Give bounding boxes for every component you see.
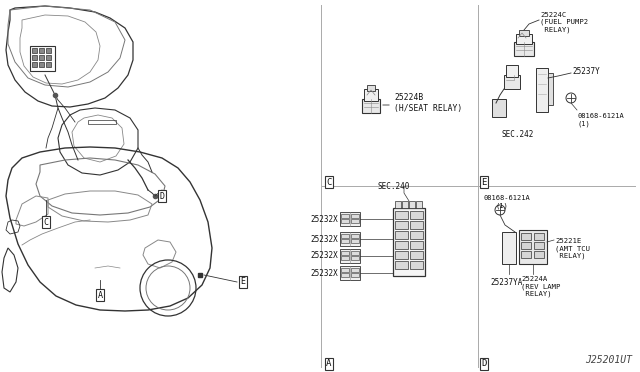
Bar (351, 251, 359, 255)
Bar (32, 55, 37, 60)
Bar (393, 208, 425, 276)
Text: 08168-6121A: 08168-6121A (484, 195, 531, 201)
Bar (514, 42, 534, 56)
Bar (340, 266, 360, 280)
Bar (410, 231, 423, 239)
Text: 25224C
(FUEL PUMP2
 RELAY): 25224C (FUEL PUMP2 RELAY) (540, 12, 588, 32)
Bar (410, 251, 423, 259)
Bar (536, 68, 548, 112)
Text: 25232X: 25232X (310, 251, 338, 260)
Bar (32, 48, 37, 53)
Bar (341, 214, 349, 218)
Bar (351, 268, 359, 272)
Bar (416, 201, 422, 208)
Bar (395, 221, 408, 229)
Bar (395, 241, 408, 249)
Bar (367, 85, 375, 91)
Bar (395, 231, 408, 239)
Text: SEC.240: SEC.240 (378, 182, 410, 190)
Circle shape (495, 205, 505, 215)
Bar (395, 261, 408, 269)
Bar (519, 30, 529, 36)
Bar (410, 221, 423, 229)
Text: A: A (97, 291, 102, 299)
Bar (410, 261, 423, 269)
Text: 25232X: 25232X (310, 234, 338, 244)
Bar (410, 211, 423, 219)
Text: 25232X: 25232X (310, 215, 338, 224)
Bar (46, 48, 51, 53)
Text: 25224B
(H/SEAT RELAY): 25224B (H/SEAT RELAY) (394, 93, 462, 113)
Bar (521, 251, 531, 258)
Bar (340, 249, 360, 263)
Text: 08168-6121A
(1): 08168-6121A (1) (578, 113, 625, 126)
Bar (341, 268, 349, 272)
Bar (30, 46, 55, 71)
Text: 25237YA: 25237YA (490, 278, 522, 287)
Bar (519, 230, 547, 264)
Bar (395, 251, 408, 259)
Bar (341, 239, 349, 243)
Text: D: D (159, 192, 164, 201)
Bar (534, 233, 544, 240)
Text: 25237Y: 25237Y (572, 67, 600, 76)
Text: (1): (1) (496, 203, 509, 209)
Text: 25221E
(AMT TCU
 RELAY): 25221E (AMT TCU RELAY) (555, 238, 590, 259)
Text: D: D (481, 359, 486, 369)
Bar (341, 219, 349, 223)
Bar (534, 242, 544, 249)
Text: 25224A
(REV LAMP
 RELAY): 25224A (REV LAMP RELAY) (521, 276, 561, 297)
Bar (341, 234, 349, 238)
Bar (341, 256, 349, 260)
Bar (521, 242, 531, 249)
Text: C: C (44, 218, 49, 227)
Bar (402, 201, 408, 208)
Text: E: E (241, 278, 246, 286)
Bar (521, 233, 531, 240)
Bar (32, 62, 37, 67)
Bar (534, 251, 544, 258)
Bar (39, 48, 44, 53)
Text: 25232X: 25232X (310, 269, 338, 278)
Bar (492, 99, 506, 117)
Bar (506, 65, 518, 77)
Bar (340, 232, 360, 246)
Bar (362, 99, 380, 113)
Text: J25201UT: J25201UT (585, 355, 632, 365)
Bar (341, 251, 349, 255)
Bar (548, 73, 553, 105)
Bar (351, 239, 359, 243)
Bar (351, 256, 359, 260)
Bar (516, 34, 532, 44)
Bar (340, 212, 360, 226)
Bar (39, 62, 44, 67)
Bar (395, 201, 401, 208)
Text: A: A (326, 359, 332, 369)
Bar (351, 273, 359, 277)
Bar (395, 211, 408, 219)
Bar (88, 120, 116, 124)
Circle shape (566, 93, 576, 103)
Bar (351, 234, 359, 238)
Text: SEC.242: SEC.242 (502, 130, 534, 139)
Text: C: C (326, 177, 332, 186)
Bar (364, 89, 378, 101)
Bar (46, 62, 51, 67)
Text: E: E (481, 177, 486, 186)
Bar (504, 75, 520, 89)
Bar (39, 55, 44, 60)
Bar (341, 273, 349, 277)
Bar (351, 219, 359, 223)
Bar (351, 214, 359, 218)
Bar (502, 232, 516, 264)
Bar (409, 201, 415, 208)
Bar (410, 241, 423, 249)
Bar (46, 55, 51, 60)
